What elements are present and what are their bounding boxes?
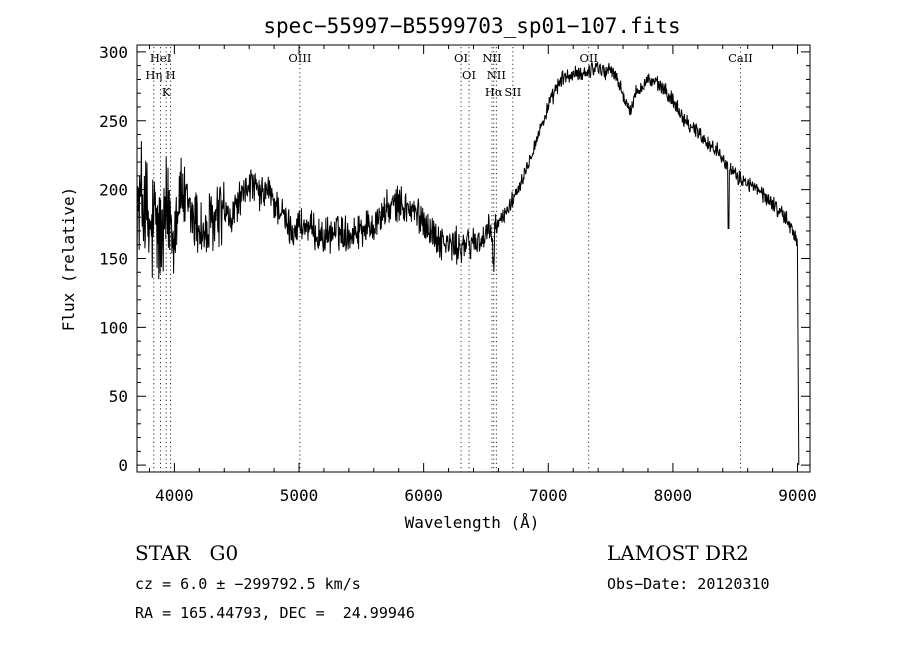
emission-line-label: OI	[454, 51, 468, 65]
y-tick-label: 200	[99, 181, 128, 200]
obs-date: Obs−Date: 20120310	[607, 575, 770, 593]
y-tick-label: 50	[109, 387, 128, 406]
plot-frame	[136, 44, 811, 473]
x-tick-label: 7000	[529, 486, 568, 505]
coordinates-line: RA = 165.44793, DEC = 24.99946	[135, 604, 415, 622]
redshift-line: cz = 6.0 ± −299792.5 km/s	[135, 575, 361, 593]
x-tick-label: 6000	[404, 486, 443, 505]
emission-line-label: K	[162, 85, 171, 99]
survey-label: LAMOST DR2	[607, 541, 749, 565]
emission-line-label: NII	[482, 51, 501, 65]
x-tick-label: 9000	[778, 486, 817, 505]
chart-title: spec−55997−B5599703_sp01−107.fits	[263, 14, 680, 38]
x-tick-label: 4000	[155, 486, 194, 505]
y-tick-label: 300	[99, 43, 128, 62]
emission-line-markers: HeI Hη HK OIII OI OI NII NII Hα SII OII CaII	[145, 47, 753, 472]
y-tick-label: 100	[99, 318, 128, 337]
spectrum-line	[136, 61, 800, 466]
emission-line-label: OII	[580, 51, 599, 65]
y-tick-label: 150	[99, 250, 128, 269]
emission-line-label: Hη	[145, 68, 162, 82]
x-axis-label: Wavelength (Å)	[405, 513, 540, 532]
spectral-class: STAR G0	[135, 541, 239, 565]
x-tick-label: 8000	[654, 486, 693, 505]
emission-line-label: H	[166, 68, 176, 82]
axis-ticks: 4000 5000 6000 7000 8000 9000 0 50 100 150 200 250 3…	[99, 43, 817, 505]
emission-line-label: OIII	[288, 51, 311, 65]
x-tick-label: 5000	[280, 486, 319, 505]
emission-line-label: SII	[504, 85, 521, 99]
y-tick-label: 250	[99, 112, 128, 131]
y-tick-label: 0	[118, 456, 128, 475]
y-axis-label: Flux (relative)	[59, 187, 78, 332]
emission-line-label: HeI	[150, 51, 171, 65]
emission-line-label: NII	[487, 68, 506, 82]
emission-line-label: CaII	[728, 51, 753, 65]
spectrum-series	[136, 61, 800, 466]
emission-line-label: Hα	[485, 85, 503, 99]
emission-line-label: OI	[462, 68, 476, 82]
